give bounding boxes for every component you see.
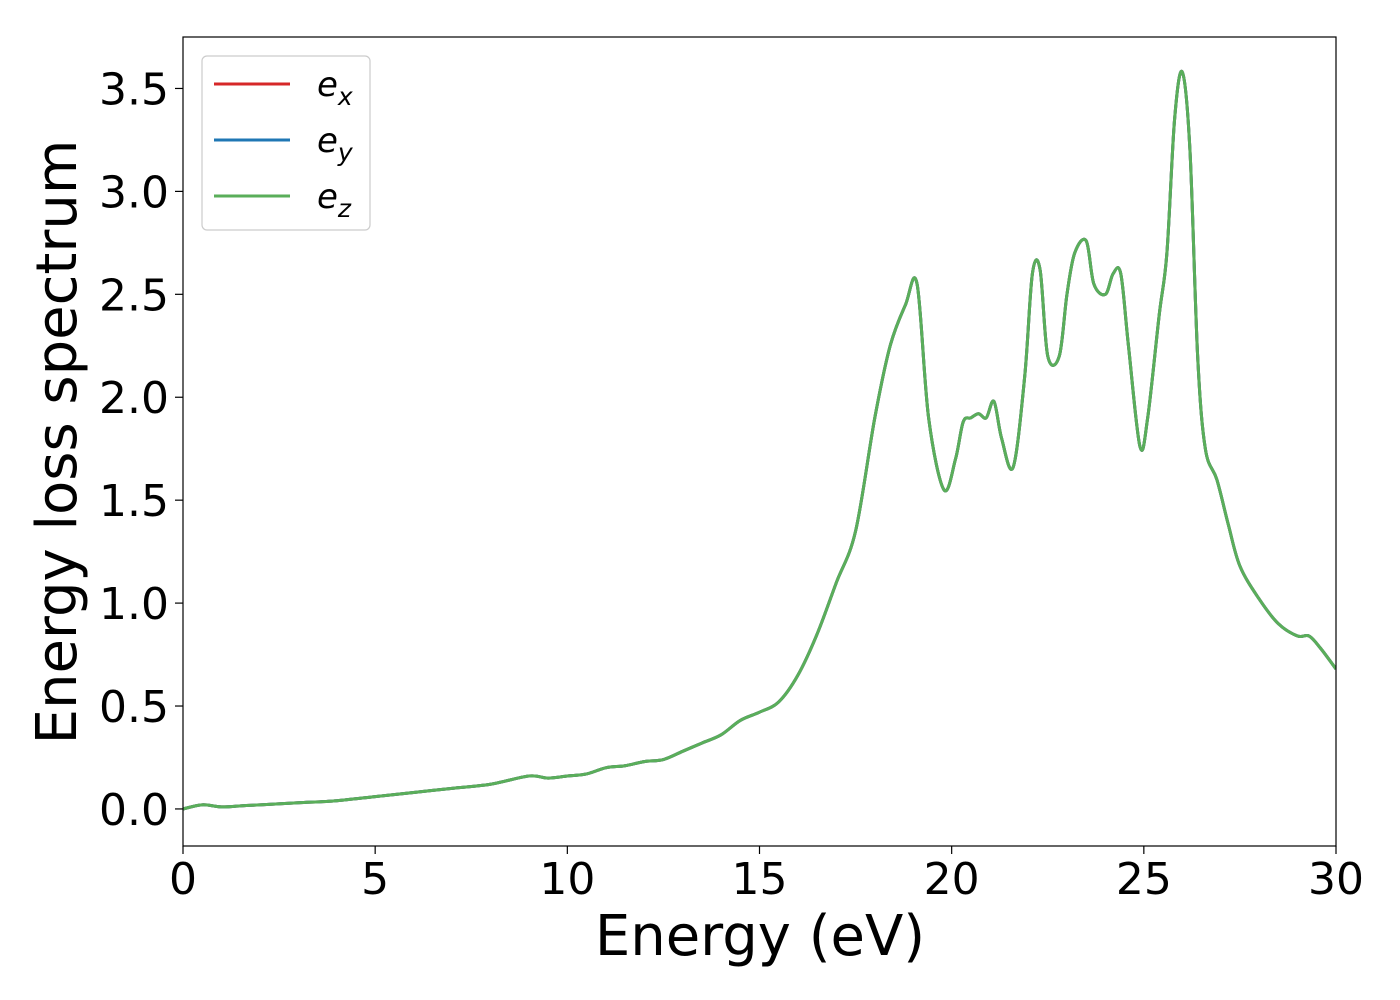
series-layer [183,69,1336,811]
y-axis-label: Energy loss spectrum [25,140,90,745]
series-line-e-z [183,69,1336,811]
y-tick-label: 2.5 [99,270,169,321]
x-tick-label: 15 [732,854,788,905]
x-tick-label: 10 [539,854,595,905]
x-tick-label: 0 [169,854,197,905]
plot-frame [182,36,1337,847]
x-tick-label: 20 [924,854,980,905]
y-tick-label: 3.5 [99,64,169,115]
y-tick-label: 0.0 [99,785,169,836]
x-tick-label: 5 [361,854,389,905]
y-tick-label: 3.0 [99,167,169,218]
y-tick-label: 0.5 [99,682,169,733]
legend-box [201,55,371,231]
x-axis-ticks: 0 5 10 15 20 25 30 [169,846,1364,905]
y-tick-label: 1.0 [99,579,169,630]
plot-area [182,36,1337,847]
x-tick-label: 30 [1308,854,1364,905]
y-axis-ticks: 0.0 0.5 1.0 1.5 2.0 2.5 3.0 3.5 [99,64,183,836]
y-tick-label: 1.5 [99,476,169,527]
y-tick-label: 2.0 [99,373,169,424]
x-axis-label: Energy (eV) [595,904,925,969]
x-tick-label: 25 [1116,854,1172,905]
